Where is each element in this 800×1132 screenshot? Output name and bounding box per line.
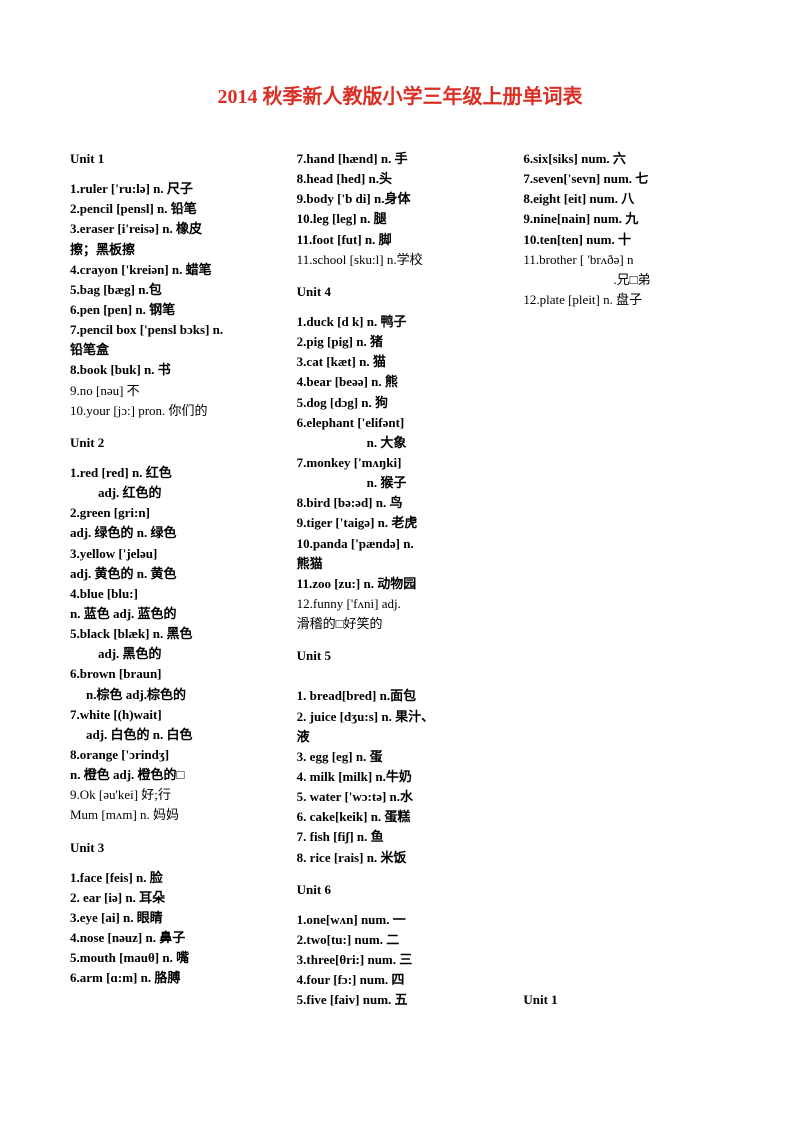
entry: 6.elephant ['elifənt]	[297, 413, 504, 433]
entry: 11.zoo [zu:] n. 动物园	[297, 574, 504, 594]
entry: 5. water ['wɔ:tə] n.水	[297, 787, 504, 807]
entry: adj. 黄色的 n. 黄色	[70, 564, 277, 584]
entry: 1.ruler ['ru:lə] n. 尺子	[70, 179, 277, 199]
entry: 5.mouth [mauθ] n. 嘴	[70, 948, 277, 968]
entry: 3.yellow ['jeləu]	[70, 544, 277, 564]
entry: adj. 红色的	[70, 483, 277, 503]
entry: n. 猴子	[297, 473, 504, 493]
entry: 7.monkey ['mʌŋki]	[297, 453, 504, 473]
entry: 1.red [red] n. 红色	[70, 463, 277, 483]
entry: 10.leg [leg] n. 腿	[297, 209, 504, 229]
entry: 1. bread[bred] n.面包	[297, 686, 504, 706]
entry: 9.body ['b di] n.身体	[297, 189, 504, 209]
entry: 4.blue [blu:]	[70, 584, 277, 604]
entry: 8.book [buk] n. 书	[70, 360, 277, 380]
unit-4-head: Unit 4	[297, 282, 504, 302]
entry: adj. 黑色的	[70, 644, 277, 664]
entry: 12.plate [pleit] n. 盘子	[523, 290, 730, 310]
entry: 3. egg [eg] n. 蛋	[297, 747, 504, 767]
entry: 5.five [faiv] num. 五	[297, 990, 504, 1010]
entry: 8.orange ['ɔrindʒ]	[70, 745, 277, 765]
entry: 2.two[tu:] num. 二	[297, 930, 504, 950]
entry: 4.crayon ['kreiən] n. 蜡笔	[70, 260, 277, 280]
content-columns: Unit 1 1.ruler ['ru:lə] n. 尺子 2.pencil […	[70, 149, 730, 1010]
entry: 2.green [gri:n]	[70, 503, 277, 523]
entry: 5.bag [bæg] n.包	[70, 280, 277, 300]
entry: 8.head [hed] n.头	[297, 169, 504, 189]
entry: 6.pen [pen] n. 钢笔	[70, 300, 277, 320]
entry: 8.bird [bə:əd] n. 鸟	[297, 493, 504, 513]
entry: adj. 绿色的 n. 绿色	[70, 523, 277, 543]
unit-1-bottom: Unit 1	[523, 990, 730, 1010]
entry: 8.eight [eit] num. 八	[523, 189, 730, 209]
entry: 1.face [feis] n. 脸	[70, 868, 277, 888]
entry: 9.Ok [əu'kei] 好;行	[70, 785, 277, 805]
entry: 10.panda ['pændə] n.	[297, 534, 504, 554]
column-1: Unit 1 1.ruler ['ru:lə] n. 尺子 2.pencil […	[70, 149, 277, 1010]
entry: 8. rice [rais] n. 米饭	[297, 848, 504, 868]
entry: 3.cat [kæt] n. 猫	[297, 352, 504, 372]
entry: 7.hand [hænd] n. 手	[297, 149, 504, 169]
entry: 9.tiger ['taigə] n. 老虎	[297, 513, 504, 533]
entry: 1.one[wʌn] num. 一	[297, 910, 504, 930]
unit-3-head: Unit 3	[70, 838, 277, 858]
entry: n.棕色 adj.棕色的	[70, 685, 277, 705]
entry: 4.four [fɔ:] num. 四	[297, 970, 504, 990]
entry: 6. cake[keik] n. 蛋糕	[297, 807, 504, 827]
entry: 液	[297, 727, 504, 747]
entry: .兄□弟	[523, 270, 730, 290]
column-3: 6.six[siks] num. 六 7.seven['sevn] num. 七…	[523, 149, 730, 1010]
entry: 7.seven['sevn] num. 七	[523, 169, 730, 189]
entry: 3.eraser [i'reisə] n. 橡皮	[70, 219, 277, 239]
column-2: 7.hand [hænd] n. 手 8.head [hed] n.头 9.bo…	[297, 149, 504, 1010]
unit-2-head: Unit 2	[70, 433, 277, 453]
entry: 10.your [jɔ:] pron. 你们的	[70, 401, 277, 421]
entry: 9.no [nəu] 不	[70, 381, 277, 401]
entry: 11.school [sku:l] n.学校	[297, 250, 504, 270]
unit-1-head: Unit 1	[70, 149, 277, 169]
unit-6-head: Unit 6	[297, 880, 504, 900]
page-title: 2014 秋季新人教版小学三年级上册单词表	[70, 80, 730, 109]
entry: n. 大象	[297, 433, 504, 453]
entry: 7.white [(h)wait]	[70, 705, 277, 725]
entry: Mum [mʌm] n. 妈妈	[70, 805, 277, 825]
entry: 3.eye [ai] n. 眼睛	[70, 908, 277, 928]
entry: 6.arm [ɑ:m] n. 胳膊	[70, 968, 277, 988]
entry: 12.funny ['fʌni] adj.	[297, 594, 504, 614]
entry: 6.six[siks] num. 六	[523, 149, 730, 169]
entry: 2.pig [pig] n. 猪	[297, 332, 504, 352]
entry: 滑稽的□好笑的	[297, 614, 504, 634]
entry: 10.ten[ten] num. 十	[523, 230, 730, 250]
entry: 3.three[θri:] num. 三	[297, 950, 504, 970]
entry: 7.pencil box ['pensl bɔks] n.	[70, 320, 277, 340]
entry: 5.dog [dɔg] n. 狗	[297, 393, 504, 413]
unit-5-head: Unit 5	[297, 646, 504, 666]
entry: 6.brown [braun]	[70, 664, 277, 684]
entry: 7. fish [fiʃ] n. 鱼	[297, 827, 504, 847]
entry: adj. 白色的 n. 白色	[70, 725, 277, 745]
entry: 擦；黑板擦	[70, 240, 277, 260]
entry: 4. milk [milk] n.牛奶	[297, 767, 504, 787]
entry: n. 橙色 adj. 橙色的□	[70, 765, 277, 785]
entry: 2. juice [dʒu:s] n. 果汁、	[297, 707, 504, 727]
entry: 铅笔盒	[70, 340, 277, 360]
entry: 4.bear [beəə] n. 熊	[297, 372, 504, 392]
entry: 11.brother [ 'brʌðə] n	[523, 250, 730, 270]
entry: 9.nine[nain] num. 九	[523, 209, 730, 229]
entry: 4.nose [nəuz] n. 鼻子	[70, 928, 277, 948]
entry: 5.black [blæk] n. 黑色	[70, 624, 277, 644]
entry: n. 蓝色 adj. 蓝色的	[70, 604, 277, 624]
entry: 2. ear [iə] n. 耳朵	[70, 888, 277, 908]
entry: 熊猫	[297, 554, 504, 574]
entry: 1.duck [d k] n. 鸭子	[297, 312, 504, 332]
entry: 11.foot [fut] n. 脚	[297, 230, 504, 250]
entry: 2.pencil [pensl] n. 铅笔	[70, 199, 277, 219]
